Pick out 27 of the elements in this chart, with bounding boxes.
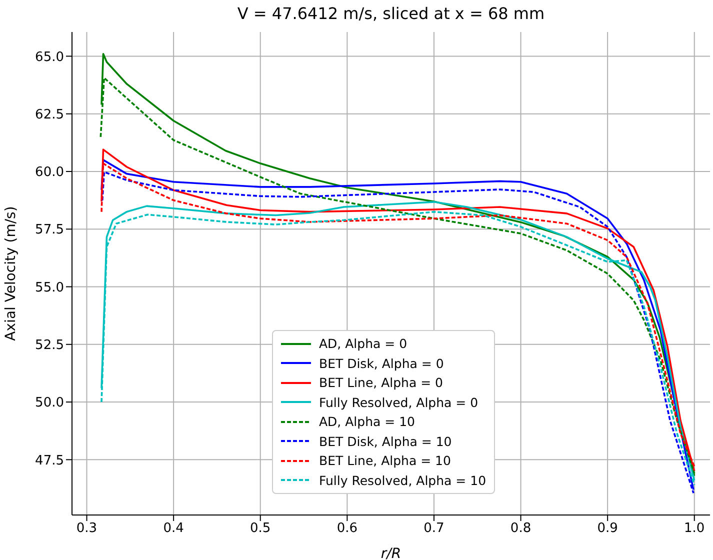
y-axis-title: Axial Velocity (m/s) — [2, 206, 19, 341]
x-tick-label: 0.5 — [250, 521, 271, 536]
y-tick-label: 47.5 — [35, 453, 64, 468]
legend-label: BET Disk, Alpha = 10 — [319, 432, 452, 451]
legend-label: Fully Resolved, Alpha = 0 — [319, 394, 478, 412]
legend-label: BET Disk, Alpha = 0 — [319, 354, 444, 373]
legend-label: AD, Alpha = 0 — [319, 335, 408, 353]
legend-label: Fully Resolved, Alpha = 10 — [319, 472, 486, 490]
legend-label: AD, Alpha = 10 — [319, 413, 415, 431]
y-tick-label: 55.0 — [35, 280, 64, 296]
x-axis-title: r/R — [380, 546, 402, 560]
x-tick-label: 0.8 — [510, 521, 532, 536]
x-tick-label: 0.4 — [163, 521, 184, 536]
x-tick-label: 0.7 — [424, 521, 444, 536]
x-tick-label: 0.9 — [597, 521, 618, 536]
y-tick-label: 57.5 — [35, 222, 64, 238]
y-tick-label: 62.5 — [35, 107, 64, 122]
y-tick-label: 65.0 — [35, 50, 64, 65]
legend-label: BET Line, Alpha = 10 — [319, 452, 451, 470]
y-tick-label: 52.5 — [35, 338, 64, 354]
legend-label: BET Line, Alpha = 0 — [319, 374, 443, 392]
chart-title: V = 47.6412 m/s, sliced at x = 68 mm — [236, 4, 546, 23]
y-tick-label: 60.0 — [35, 165, 64, 180]
x-tick-label: 0.6 — [336, 521, 358, 536]
x-tick-label: 1.0 — [684, 521, 705, 536]
x-tick-label: 0.3 — [76, 521, 98, 536]
y-tick-label: 50.0 — [35, 396, 64, 411]
